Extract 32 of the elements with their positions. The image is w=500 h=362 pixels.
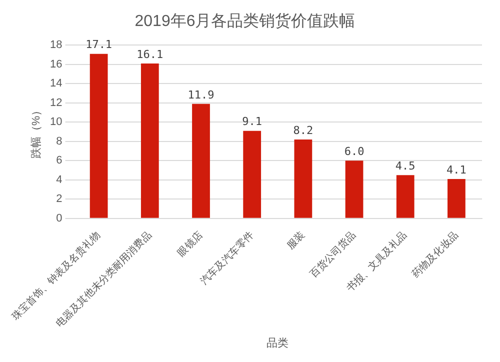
y-tick-label: 4 — [56, 174, 62, 186]
data-label: 11.9 — [188, 88, 214, 102]
chart-title: 2019年6月各品类销货价值跌幅 — [134, 12, 356, 30]
bar — [192, 104, 210, 218]
x-tick-label: 药物及化妆品 — [410, 229, 461, 280]
y-tick-label: 18 — [50, 39, 62, 52]
y-tick-label: 0 — [56, 212, 62, 224]
x-tick-label: 眼镜店 — [175, 229, 206, 259]
y-tick-label: 16 — [50, 58, 62, 70]
bar — [90, 54, 108, 218]
y-tick-label: 10 — [50, 116, 62, 128]
y-tick-label: 2 — [56, 193, 62, 206]
y-tick-label: 14 — [50, 78, 62, 90]
y-axis-title: 跌幅（%） — [30, 104, 42, 159]
bar — [294, 139, 312, 218]
data-label: 4.5 — [395, 159, 416, 172]
x-axis-title: 品类 — [266, 336, 289, 350]
data-label: 4.1 — [446, 163, 466, 176]
bar — [243, 130, 262, 218]
y-tick-label: 6 — [56, 154, 62, 167]
x-tick-label: 服装 — [284, 229, 308, 252]
data-label: 8.2 — [293, 124, 314, 137]
data-label: 6.0 — [344, 145, 364, 158]
bar — [396, 175, 414, 218]
y-tick-label: 8 — [56, 135, 62, 148]
y-tick-label: 12 — [50, 96, 62, 109]
bar — [140, 63, 159, 218]
data-label: 17.1 — [86, 38, 112, 52]
bar — [448, 178, 466, 218]
data-label: 9.1 — [242, 115, 262, 128]
bar — [345, 160, 364, 218]
data-label: 16.1 — [136, 48, 164, 61]
